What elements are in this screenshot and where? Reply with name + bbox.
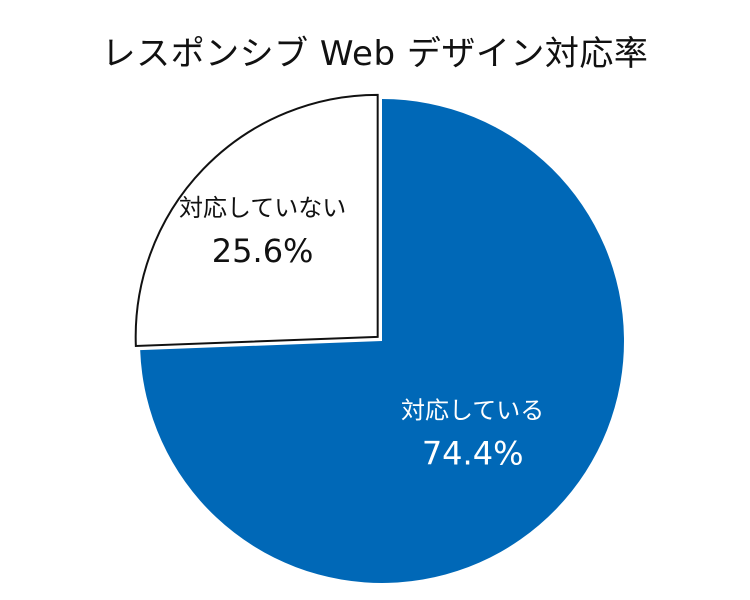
pie-slice-supported <box>140 99 625 584</box>
chart-title: レスポンシブ Web デザイン対応率 <box>101 34 649 74</box>
slice-value-not-supported: 25.6% <box>212 232 314 270</box>
pie-labels: 対応している 74.4% 対応していない 25.6% <box>179 194 544 472</box>
slice-label-supported: 対応している <box>401 396 544 424</box>
pie-slices <box>134 93 625 584</box>
slice-value-supported: 74.4% <box>422 434 524 472</box>
slice-label-not-supported: 対応していない <box>179 194 346 222</box>
pie-slice-not-supported <box>134 93 379 347</box>
